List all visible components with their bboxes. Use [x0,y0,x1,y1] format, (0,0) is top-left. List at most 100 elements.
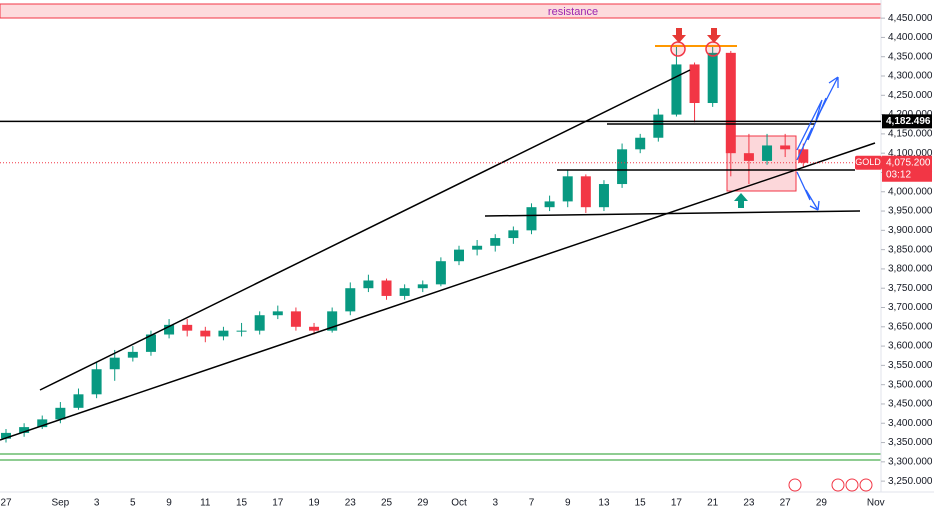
y-tick-label: 4,000.000 [888,186,933,197]
x-tick-label: 5 [130,498,136,509]
candle-body [91,369,102,395]
symbol-label: GOLD [855,157,881,167]
candle-body [218,330,229,337]
y-tick-label: 4,250.000 [888,90,933,101]
x-tick-label: 27 [0,498,12,509]
y-tick-label: 4,150.000 [888,129,933,140]
projection-arrow [796,76,839,151]
trendline [0,142,876,441]
candle-body [55,407,66,420]
resistance-label: resistance [548,6,598,18]
candle-body [780,145,791,150]
level-tag [882,114,932,129]
price-tag-label: 4,075.200 [886,157,931,168]
candle-body [508,230,519,239]
candle-body [598,184,609,208]
projection-arrow [796,171,820,211]
y-tick-label: 3,250.000 [888,476,933,487]
candle-body [653,114,664,138]
candle-body [73,394,84,408]
candle-body [254,315,265,331]
candle-body [544,201,555,208]
y-tick-label: 4,350.000 [888,51,933,62]
resistance-zone [0,3,882,19]
candle-body [290,311,301,327]
candle-body [309,326,320,331]
event-flag[interactable] [859,478,873,492]
x-tick-label: 25 [381,498,393,509]
down-arrow [672,28,686,43]
y-tick-label: 3,850.000 [888,244,933,255]
candle-body [127,351,138,358]
y-tick-label: 4,100.000 [888,148,933,159]
y-tick-label: 3,950.000 [888,206,933,217]
candle-body [671,64,682,115]
candle-body [19,427,30,433]
x-tick-label: 29 [417,498,429,509]
y-tick-label: 3,400.000 [888,418,933,429]
y-tick-label: 4,450.000 [888,13,933,24]
y-tick-label: 3,800.000 [888,264,933,275]
y-tick-label: 3,550.000 [888,360,933,371]
candle-body [707,52,718,104]
x-tick-label: 19 [308,498,320,509]
horizontal-line [484,210,861,217]
y-tick-label: 4,300.000 [888,71,933,82]
y-tick-label: 3,350.000 [888,437,933,448]
candle-body [345,288,356,312]
x-tick-label: 23 [345,498,357,509]
candle-body [164,324,175,335]
candle-body [363,280,374,289]
candle-body [417,284,428,289]
down-arrow [707,28,721,43]
candle-body [617,149,628,185]
event-flag[interactable] [788,478,802,492]
y-tick-label: 4,400.000 [888,32,933,43]
x-tick-label: 15 [236,498,248,509]
x-tick-label: 21 [707,498,719,509]
x-tick-label: 13 [598,498,610,509]
candle-body [37,419,48,428]
candle-body [762,145,773,161]
x-tick-label: 9 [565,498,571,509]
candle-body [580,176,591,208]
candle-body [454,249,464,262]
trendline [39,69,691,391]
x-tick-label: 23 [743,498,755,509]
candle-body [490,238,501,246]
candle-body [236,330,247,332]
candles [1,45,809,443]
candle-body [725,52,736,154]
candle-body [635,137,646,150]
event-flag[interactable] [831,478,845,492]
top-circle [670,41,686,57]
top-circle [705,41,721,57]
price-tag [882,155,932,182]
candle-body [435,261,446,285]
symbol-tag [855,155,882,170]
candle-body [472,245,483,250]
candle-body [689,64,700,104]
candle-body [182,324,193,331]
candle-body [526,207,537,231]
candle-body [399,288,410,296]
candle-body [272,311,283,316]
candle-body [200,330,211,337]
y-tick-label: 3,900.000 [888,225,933,236]
candle-body [327,311,338,331]
x-tick-label: Sep [51,498,69,509]
x-tick-label: Oct [451,498,467,509]
candle-body [743,153,754,161]
x-tick-label: 11 [200,498,211,509]
y-tick-label: 3,600.000 [888,341,933,352]
x-tick-label: 29 [816,498,828,509]
event-flag[interactable] [845,478,859,492]
y-tick-label: 3,450.000 [888,399,933,410]
countdown-label: 03:12 [886,169,911,180]
x-tick-label: 3 [492,498,498,509]
x-tick-label: 3 [94,498,100,509]
up-arrow [734,193,748,208]
y-tick-label: 3,500.000 [888,379,933,390]
